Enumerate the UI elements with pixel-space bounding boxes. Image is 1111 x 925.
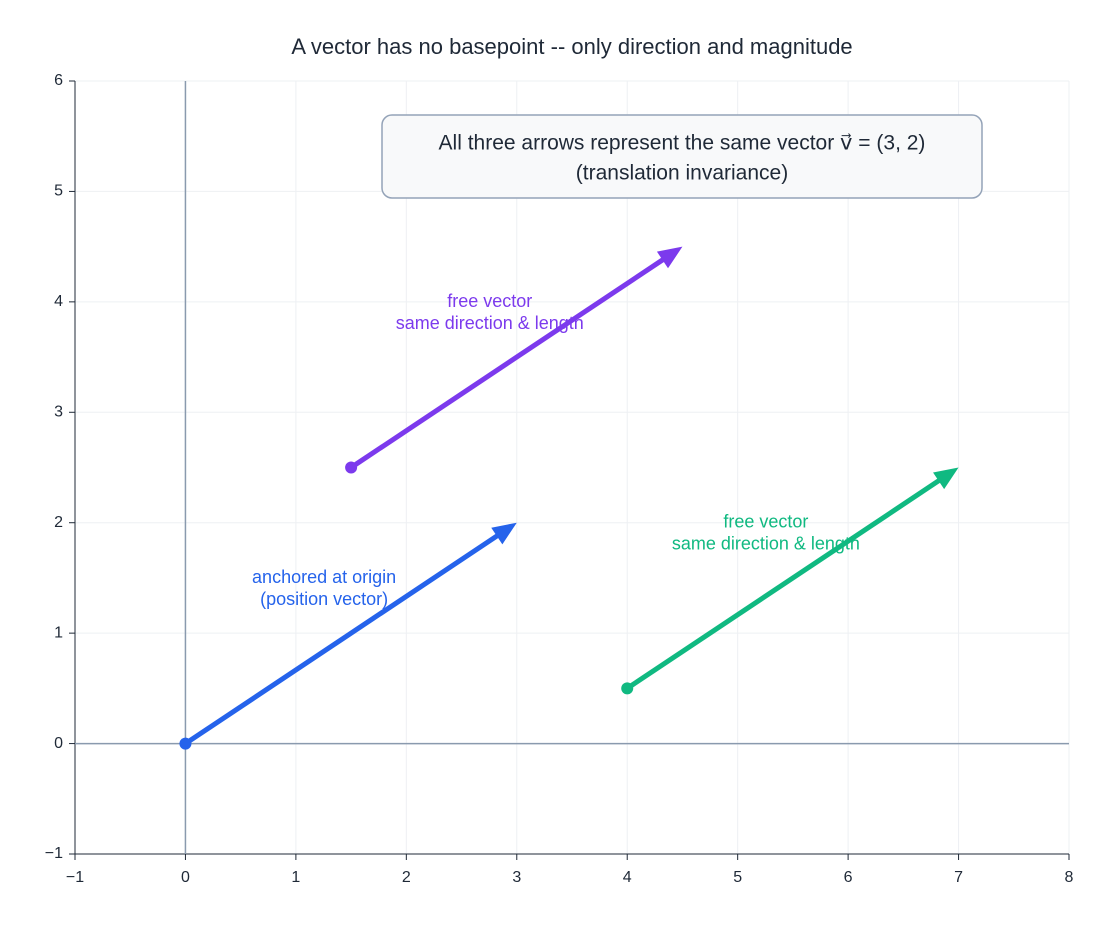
note-box — [381, 114, 983, 199]
y-tick-label: 5 — [54, 183, 63, 200]
arrow-head — [933, 467, 959, 490]
x-tick-label: 8 — [1065, 869, 1074, 886]
vector-tail — [621, 682, 634, 695]
y-tick-label: 2 — [54, 514, 63, 531]
x-tick-label: −1 — [66, 869, 84, 886]
vector-shaft — [349, 255, 668, 470]
vector-label: free vector — [447, 291, 532, 311]
vector-shaft — [184, 531, 502, 746]
vector-label: (position vector) — [260, 589, 388, 609]
y-tick-label: 0 — [54, 735, 63, 752]
y-tick-label: 6 — [54, 72, 63, 89]
y-tick-label: 3 — [54, 404, 63, 421]
x-tick-label: 1 — [291, 869, 300, 886]
vector-tail — [179, 737, 192, 750]
vector-label: free vector — [723, 512, 808, 532]
x-tick-label: 3 — [512, 869, 521, 886]
x-tick-label: 4 — [623, 869, 632, 886]
vector-tail — [345, 461, 358, 474]
arrow-head — [656, 246, 683, 269]
note-text: All three arrows represent the same vect… — [439, 132, 926, 155]
y-tick-label: 1 — [54, 624, 63, 641]
vector-label: same direction & length — [396, 313, 584, 333]
y-tick-label: −1 — [45, 845, 63, 862]
note-text: (translation invariance) — [576, 162, 788, 185]
chart-title: A vector has no basepoint -- only direct… — [291, 34, 852, 59]
vector-label: same direction & length — [672, 534, 860, 554]
x-tick-label: 2 — [402, 869, 411, 886]
vector-label: anchored at origin — [252, 567, 396, 587]
x-tick-label: 6 — [844, 869, 853, 886]
x-tick-label: 0 — [181, 869, 190, 886]
x-tick-label: 5 — [733, 869, 742, 886]
y-tick-label: 4 — [54, 293, 63, 310]
x-tick-label: 7 — [954, 869, 963, 886]
vector-shaft — [625, 476, 944, 691]
arrow-head — [491, 522, 517, 545]
